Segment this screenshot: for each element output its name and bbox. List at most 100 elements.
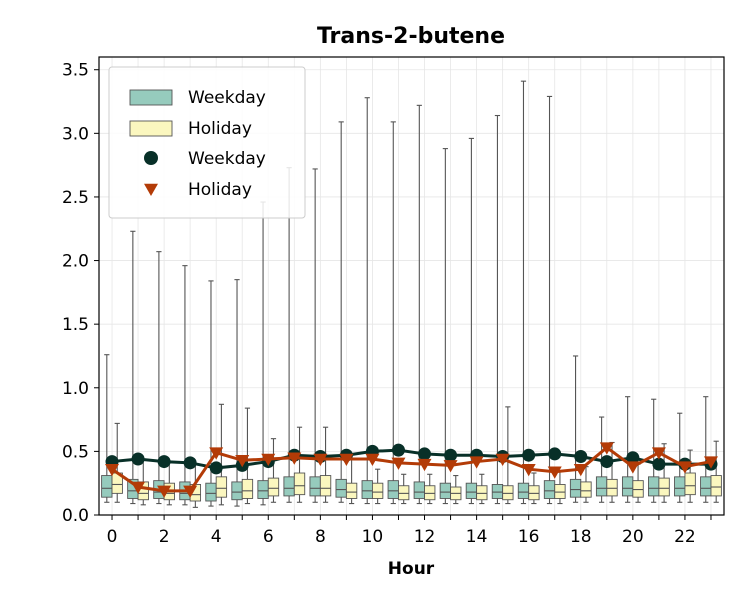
box-body — [293, 472, 306, 496]
weekday-box — [101, 354, 113, 503]
y-tick-label: 0.5 — [62, 442, 89, 462]
y-tick-label: 2.5 — [62, 188, 89, 208]
x-tick-label: 20 — [622, 527, 644, 547]
x-axis-label: Hour — [388, 559, 435, 579]
y-tick-label: 3.5 — [62, 61, 89, 81]
holiday-point — [287, 452, 302, 465]
holiday-point — [625, 461, 640, 474]
x-tick-label: 2 — [159, 527, 170, 547]
box-body — [674, 476, 686, 497]
box-body — [319, 475, 332, 497]
holiday-point — [157, 485, 172, 498]
weekday-point — [574, 449, 588, 463]
box-body — [309, 476, 321, 497]
box-body — [710, 475, 722, 497]
box-body — [387, 480, 399, 499]
holiday-box — [319, 426, 332, 503]
weekday-point — [548, 447, 562, 461]
holiday-point — [261, 453, 276, 467]
y-tick-label: 1.5 — [62, 315, 89, 335]
legend-weekday-box-swatch — [129, 89, 173, 106]
box-body — [658, 477, 670, 497]
weekday-box — [700, 396, 712, 503]
weekday-box — [231, 279, 243, 507]
holiday-point — [417, 458, 432, 472]
holiday-point — [105, 463, 120, 477]
box-body — [257, 480, 269, 499]
box-body — [684, 472, 696, 496]
holiday-box — [398, 473, 410, 505]
weekday-box — [621, 396, 634, 503]
box-body — [580, 481, 592, 498]
weekday-box — [387, 121, 399, 505]
weekday-point — [131, 452, 145, 466]
box-body — [283, 476, 295, 497]
weekday-point — [418, 447, 432, 461]
holiday-box — [241, 407, 254, 505]
box-body — [345, 482, 358, 499]
box-body — [491, 484, 504, 499]
holiday-point — [235, 455, 250, 468]
box-body — [241, 478, 254, 499]
weekday-box — [309, 168, 321, 503]
x-tick-label: 4 — [211, 527, 222, 547]
holiday-box — [476, 473, 488, 505]
holiday-box — [580, 466, 592, 503]
holiday-box — [554, 471, 566, 505]
holiday-point — [677, 461, 692, 474]
holiday-point — [443, 460, 458, 473]
box-body — [361, 480, 373, 499]
box-body — [700, 476, 712, 497]
weekday-box — [491, 114, 504, 505]
y-tick-label: 3.0 — [62, 124, 89, 144]
box-body — [465, 482, 478, 499]
holiday-point — [547, 466, 562, 479]
holiday-box — [450, 475, 462, 505]
holiday-box — [632, 463, 644, 503]
box-body — [205, 482, 217, 502]
plot-frame — [98, 56, 725, 516]
box-body — [528, 485, 540, 501]
weekday-point — [157, 455, 171, 469]
box-body — [267, 477, 280, 497]
weekday-point — [209, 461, 223, 475]
box-body — [231, 481, 243, 501]
weekday-box — [335, 121, 347, 503]
y-tick-label: 1.0 — [62, 379, 89, 399]
holiday-point — [651, 447, 666, 460]
x-tick-label: 0 — [107, 527, 118, 547]
box-body — [569, 478, 582, 498]
weekday-point — [444, 448, 458, 462]
box-body — [424, 485, 436, 501]
x-axis: 0 2 4 6 8 10 12 14 16 18 20 22 — [107, 515, 712, 547]
box-body — [606, 478, 618, 497]
holiday-box — [502, 406, 514, 505]
box-body — [398, 485, 410, 501]
weekday-box — [595, 416, 608, 503]
holiday-point — [573, 463, 588, 477]
y-tick-label: 0.0 — [62, 506, 89, 526]
legend-weekday-marker — [144, 151, 158, 165]
weekday-point — [183, 456, 197, 470]
holiday-box — [684, 449, 696, 503]
box-body — [439, 482, 452, 499]
holiday-box — [163, 462, 175, 506]
legend-holiday-box-swatch — [129, 120, 173, 137]
box-body — [371, 482, 384, 499]
box-body — [595, 476, 608, 497]
weekday-point — [522, 448, 536, 462]
legend-label: Weekday — [188, 149, 266, 169]
x-tick-label: 16 — [518, 527, 540, 547]
box-body — [543, 480, 556, 499]
weekday-point — [600, 455, 614, 469]
box-body — [476, 485, 488, 501]
legend-holiday-marker — [144, 183, 158, 196]
weekday-box — [674, 412, 686, 503]
y-tick-label: 2.0 — [62, 252, 89, 272]
box-body — [413, 481, 425, 499]
x-tick-label: 14 — [466, 527, 488, 547]
weekday-box — [361, 97, 373, 505]
box-body — [101, 475, 113, 498]
box-body — [554, 484, 566, 499]
